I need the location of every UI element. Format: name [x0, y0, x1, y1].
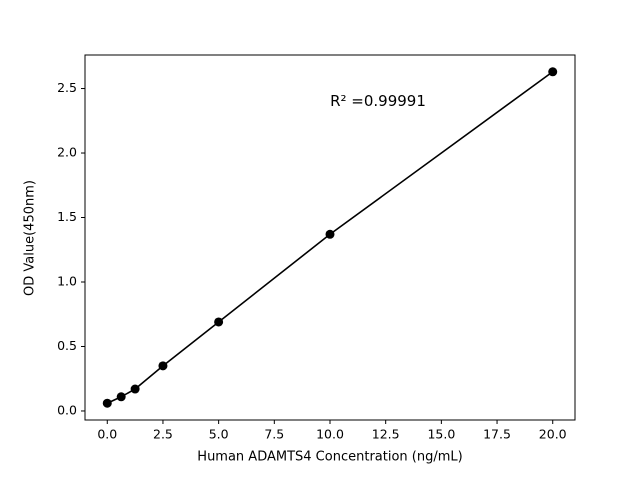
data-point — [130, 384, 140, 394]
y-tick-label: 2.5 — [57, 80, 77, 95]
y-tick-label: 2.0 — [57, 145, 77, 160]
data-point — [214, 317, 224, 327]
data-point — [158, 361, 168, 371]
x-tick-label: 15.0 — [427, 427, 455, 442]
data-point — [325, 229, 335, 239]
data-point — [116, 392, 126, 402]
x-tick-label: 10.0 — [316, 427, 344, 442]
y-axis-label: OD Value(450nm) — [22, 180, 38, 296]
x-tick-label: 5.0 — [209, 427, 229, 442]
data-point — [102, 398, 112, 408]
x-tick-label: 20.0 — [539, 427, 567, 442]
x-axis-label: Human ADAMTS4 Concentration (ng/mL) — [197, 449, 463, 465]
x-tick-label: 2.5 — [153, 427, 173, 442]
y-tick-label: 0.5 — [57, 338, 77, 353]
data-point — [548, 67, 558, 77]
y-tick-label: 1.0 — [57, 273, 77, 288]
r-squared-annotation: R² =0.99991 — [330, 92, 426, 110]
x-tick-label: 0.0 — [97, 427, 117, 442]
x-tick-label: 17.5 — [483, 427, 511, 442]
y-tick-label: 1.5 — [57, 209, 77, 224]
y-tick-label: 0.0 — [57, 402, 77, 417]
x-tick-label: 12.5 — [372, 427, 400, 442]
x-tick-label: 7.5 — [264, 427, 284, 442]
